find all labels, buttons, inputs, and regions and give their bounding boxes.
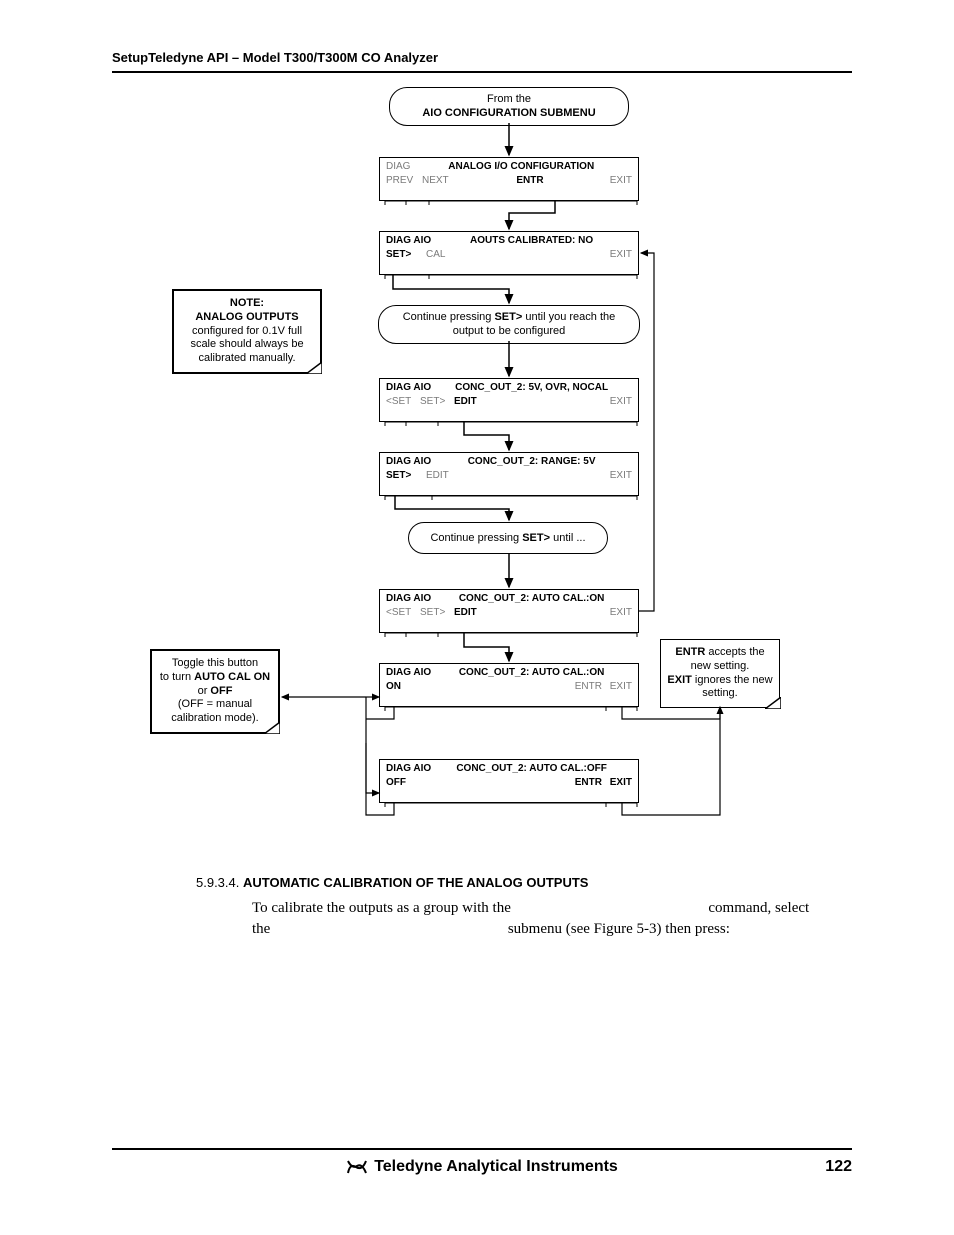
flowchart-connectors <box>112 83 852 863</box>
header-rule <box>112 71 852 73</box>
teledyne-logo-icon <box>346 1159 368 1175</box>
page-footer: Teledyne Analytical Instruments 122 <box>112 1158 852 1176</box>
para1a: To calibrate the outputs as a group with… <box>252 900 511 916</box>
para1b: command, select <box>708 900 809 916</box>
flowchart: From the AIO CONFIGURATION SUBMENU DIAG … <box>112 83 852 863</box>
section-heading: 5.9.3.4. AUTOMATIC CALIBRATION OF THE AN… <box>196 875 852 890</box>
footer-page-number: 122 <box>802 1158 852 1176</box>
section-title: AUTOMATIC CALIBRATION OF THE ANALOG OUTP… <box>243 875 588 890</box>
para2b: submenu (see Figure 5-3) then press: <box>508 921 730 937</box>
section-number: 5.9.3.4. <box>196 875 239 890</box>
footer-rule <box>112 1148 852 1150</box>
footer-brand: Teledyne Analytical Instruments <box>374 1158 618 1175</box>
page-header: SetupTeledyne API – Model T300/T300M CO … <box>112 50 852 65</box>
para2a: the <box>252 921 270 937</box>
section-body: To calibrate the outputs as a group with… <box>252 898 847 940</box>
